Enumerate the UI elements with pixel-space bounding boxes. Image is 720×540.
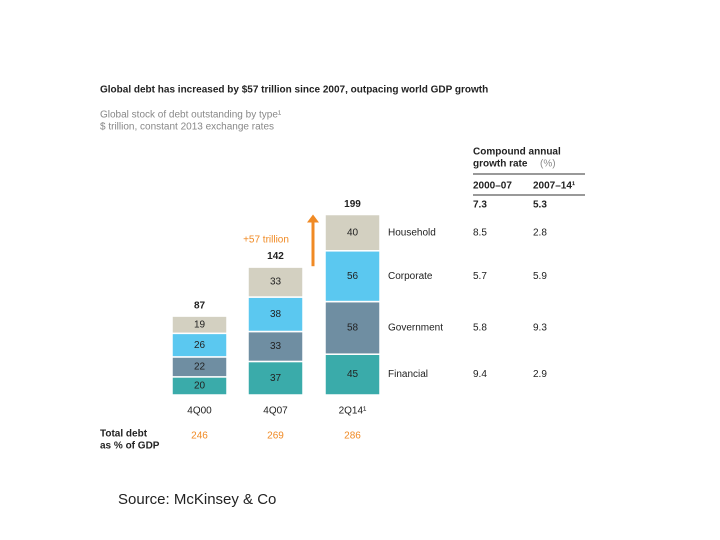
bar-segment xyxy=(324,213,381,252)
segment-label: 37 xyxy=(270,373,282,384)
segment-label: 58 xyxy=(347,323,359,334)
bar-segment xyxy=(247,266,304,298)
growth-value: 9.3 xyxy=(533,323,547,334)
growth-value: 8.5 xyxy=(473,227,487,238)
bar-segment xyxy=(324,300,381,355)
growth-value: 2.9 xyxy=(533,369,547,380)
table-title: growth rate xyxy=(473,159,528,170)
table-title: Compound annual xyxy=(473,147,561,158)
gdp-value: 246 xyxy=(191,431,208,442)
segment-label: 45 xyxy=(347,369,359,380)
table-column: 2000–07 xyxy=(473,181,512,192)
gdp-value: 286 xyxy=(344,431,361,442)
bar-segment xyxy=(171,315,228,335)
source: Source: McKinsey & Co xyxy=(118,491,276,508)
segment-label: 33 xyxy=(270,277,282,288)
segment-label: 19 xyxy=(194,319,206,330)
unit-note: $ trillion, constant 2013 exchange rates xyxy=(100,122,274,133)
bar-segment xyxy=(324,250,381,303)
table-unit: (%) xyxy=(540,159,556,170)
segment-label: 26 xyxy=(194,340,206,351)
growth-value: 5.8 xyxy=(473,323,487,334)
segment-label: 22 xyxy=(194,362,206,373)
annotation: +57 trillion xyxy=(243,235,289,246)
x-tick-label: 2Q14¹ xyxy=(339,406,367,417)
growth-value: 5.9 xyxy=(533,271,547,282)
x-tick-label: 4Q00 xyxy=(187,406,212,417)
arrow-head xyxy=(307,214,319,223)
series-label: Corporate xyxy=(388,271,433,282)
growth-total: 5.3 xyxy=(533,200,547,211)
total-label: 142 xyxy=(267,251,284,262)
gdp-label: as % of GDP xyxy=(100,441,160,452)
chart-subtitle: Global stock of debt outstanding by type… xyxy=(100,110,282,121)
series-label: Government xyxy=(388,323,443,334)
series-label: Household xyxy=(388,227,436,238)
segment-label: 56 xyxy=(347,271,359,282)
growth-total: 7.3 xyxy=(473,200,487,211)
bar-segment xyxy=(247,360,304,396)
segment-label: 38 xyxy=(270,309,282,320)
series-label: Financial xyxy=(388,369,428,380)
table-column: 2007–14¹ xyxy=(533,181,576,192)
growth-value: 2.8 xyxy=(533,227,547,238)
total-label: 199 xyxy=(344,199,361,210)
growth-value: 9.4 xyxy=(473,369,487,380)
growth-value: 5.7 xyxy=(473,271,487,282)
total-label: 87 xyxy=(194,301,206,312)
gdp-label: Total debt xyxy=(100,429,148,440)
segment-label: 33 xyxy=(270,341,282,352)
segment-label: 40 xyxy=(347,227,359,238)
x-tick-label: 4Q07 xyxy=(263,406,288,417)
chart-title: Global debt has increased by $57 trillio… xyxy=(100,85,488,96)
bar-segment xyxy=(324,353,381,396)
gdp-value: 269 xyxy=(267,431,284,442)
segment-label: 20 xyxy=(194,381,206,392)
